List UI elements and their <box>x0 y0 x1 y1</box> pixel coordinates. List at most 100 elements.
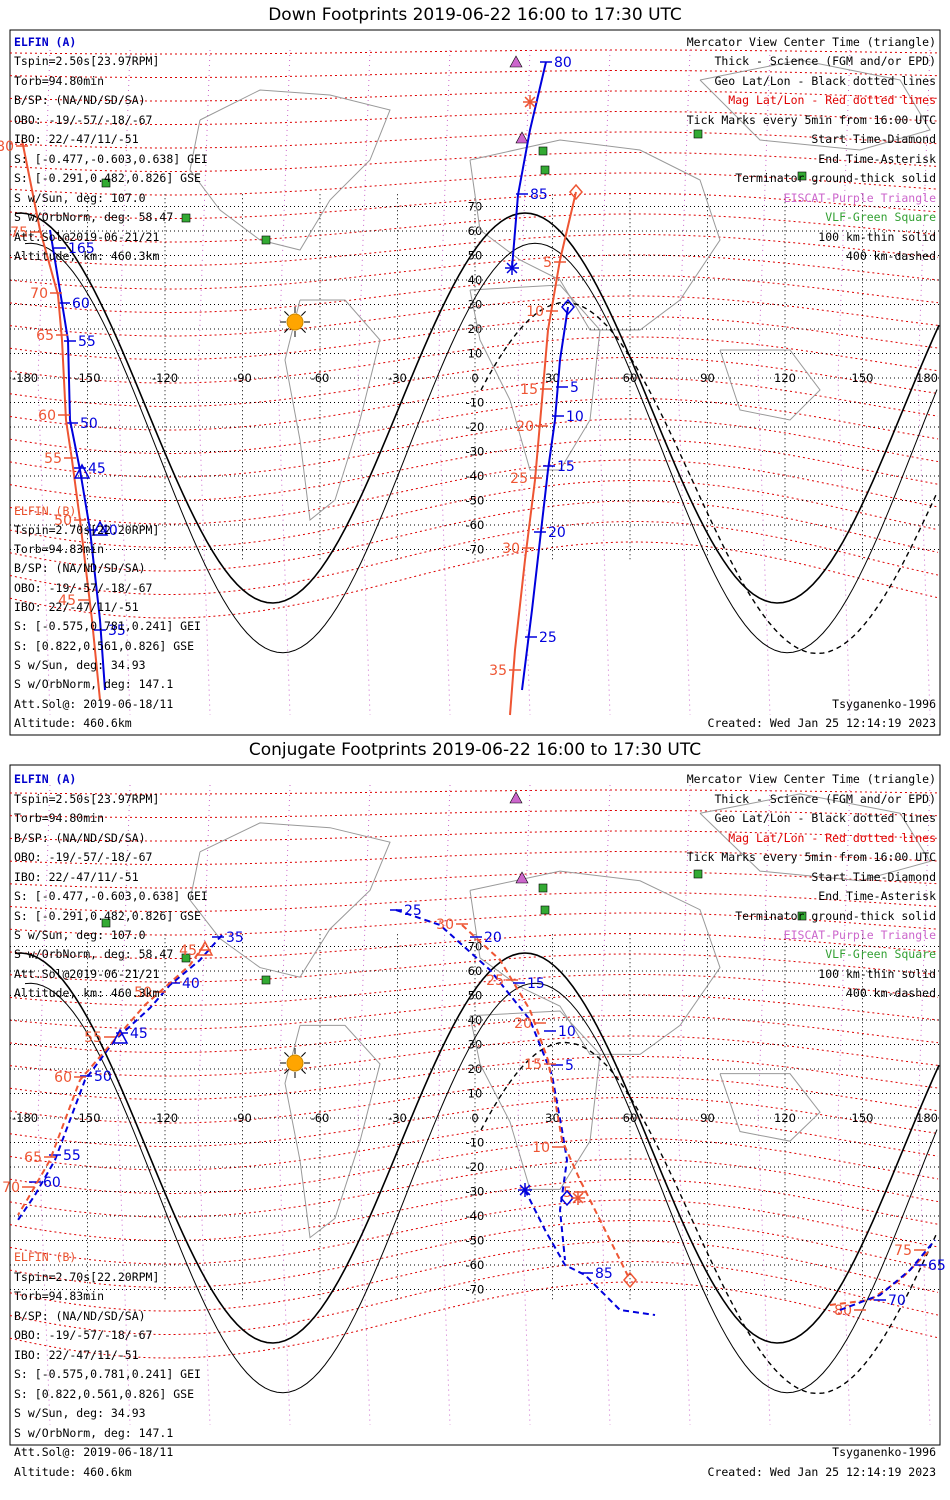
continent-outline <box>699 793 931 882</box>
legend-tick-marks-2: Tick Marks every 5min from 16:00 UTC <box>686 850 936 864</box>
mag-lat-line <box>9 275 939 313</box>
elfin-b-altitude-2: Altitude: 460.6km <box>14 1465 132 1479</box>
mag-lat-line <box>9 131 939 149</box>
end-asterisk-icon <box>524 96 536 108</box>
lat-tick-label: 70 <box>468 200 483 214</box>
vlf-square-icon <box>693 869 703 879</box>
elfin-b-track-east-tick-label: 20 <box>516 419 534 435</box>
mag-lon-line <box>677 784 691 1426</box>
lat-tick-label: -10 <box>466 396 485 410</box>
mag-lat-line <box>9 377 939 431</box>
elfin-a-bsp: B/SP: (NA/ND/SD/SA) <box>14 93 146 107</box>
lon-tick-label: -60 <box>311 1111 330 1125</box>
lon-tick-label: 30 <box>545 371 560 385</box>
end-asterisk-icon <box>519 1184 531 1196</box>
mag-lon-line <box>117 49 131 716</box>
center-time-triangle-icon <box>91 520 109 536</box>
terminator-100km <box>24 982 938 1394</box>
mag-lat-line <box>9 974 939 1006</box>
elfin-b-track-west-tick-label: 60 <box>38 408 56 424</box>
elfin-a-altitude: Altitude, km: 460.3km <box>14 249 160 263</box>
mag-lat-line <box>9 1179 939 1241</box>
legend-mag-grid: Mag Lat/Lon - Red dotted lines <box>728 93 936 107</box>
mag-lon-line <box>837 49 851 716</box>
lon-tick-label: 90 <box>700 371 715 385</box>
mag-lat-line <box>9 439 939 501</box>
elfin-b-altitude: Altitude: 460.6km <box>14 716 132 730</box>
mag-lat-line <box>9 1261 939 1335</box>
legend-mag-grid-2: Mag Lat/Lon - Red dotted lines <box>728 831 936 845</box>
lon-tick-label: -120 <box>152 1111 178 1125</box>
vlf-square-icon <box>797 911 807 921</box>
elfin-b-torb: Torb=94.83min <box>14 542 105 556</box>
elfin-a-conj-track-south <box>524 1189 656 1316</box>
elfin-a-conj-track-east-tick-label: 15 <box>527 976 545 992</box>
elfin-a-conj-track-west-tick-label: 70 <box>888 1293 906 1309</box>
elfin-b-obo: OBO: -19/-57/-18/-67 <box>14 581 153 595</box>
legend-geo-grid: Geo Lat/Lon - Black dotted lines <box>714 74 936 88</box>
terminator-100km <box>24 242 938 654</box>
elfin-a-conj-track-west-tick-label: 65 <box>928 1258 946 1274</box>
mag-lat-line <box>9 1158 939 1218</box>
mag-lat-line <box>9 459 939 525</box>
mag-lat-line <box>9 234 939 266</box>
lat-tick-label: -30 <box>466 1185 485 1199</box>
terminator-ground <box>14 212 940 604</box>
mag-lat-line <box>9 316 939 360</box>
legend-science: Thick - Science (FGM and/or EPD) <box>714 54 936 68</box>
lat-tick-label: 30 <box>468 298 483 312</box>
vlf-square-icon <box>181 213 191 223</box>
lon-tick-label: 120 <box>774 371 796 385</box>
lat-tick-label: -60 <box>466 518 485 532</box>
elfin-b-track-east-tick-label: 5 <box>543 255 552 271</box>
legend-start-time-2: Start Time-Diamond <box>811 870 936 884</box>
sun-ray <box>301 1069 306 1074</box>
mag-lon-line <box>597 49 611 716</box>
center-time-triangle-icon <box>196 940 214 956</box>
continent-outline <box>469 1010 601 1190</box>
legend-terminator: Terminator ground-thick solid <box>735 171 936 185</box>
elfin-a-torb-2: Torb=94.80min <box>14 811 105 825</box>
elfin-b-track-east-tick-label: 25 <box>510 471 528 487</box>
eiscat-triangle-icon <box>515 871 529 884</box>
elfin-a-tspin-2: Tspin=2.50s[23.97RPM] <box>14 792 160 806</box>
elfin-a-orbnorm: S w/OrbNorm, deg: 58.47 <box>14 210 174 224</box>
elfin-a-conj-track-west-tick-label: 35 <box>226 930 244 946</box>
mag-lat-line <box>9 541 939 619</box>
elfin-a-obo: OBO: -19/-57/-18/-67 <box>14 113 153 127</box>
elfin-a-conj-track-west-tick-label: 40 <box>182 976 200 992</box>
elfin-b-gei-2: S: [-0.575,0.781,0.241] GEI <box>14 1367 201 1381</box>
elfin-a-gse: S: [-0.291,0.482,0.826] GSE <box>14 171 201 185</box>
lon-tick-label: 60 <box>623 371 638 385</box>
lon-tick-label: -30 <box>388 371 407 385</box>
lat-tick-label: -20 <box>466 1160 485 1174</box>
mag-lat-line <box>9 295 939 337</box>
vlf-square-icon <box>540 165 550 175</box>
legend-100km: 100 km-thin solid <box>818 230 936 244</box>
elfin-b-conj-track-east-tick-label: 25 <box>486 973 504 989</box>
mag-lon-line <box>677 49 691 716</box>
terminator-400km <box>480 1041 938 1395</box>
start-diamond-icon <box>560 1189 574 1207</box>
elfin-a-track-west-tick-label: 60 <box>72 296 90 312</box>
elfin-b-name: ELFIN (B) <box>14 504 77 518</box>
elfin-a-conj-track-east-tick-label: 20 <box>484 930 502 946</box>
lat-tick-label: -70 <box>466 543 485 557</box>
elfin-a-bsp-2: B/SP: (NA/ND/SD/SA) <box>14 831 146 845</box>
elfin-a-conj-track-south-tick-label: 85 <box>595 1266 613 1282</box>
center-time-triangle-icon <box>111 1028 129 1044</box>
mag-lon-line <box>277 784 291 1426</box>
elfin-b-track-west-tick-label: 80 <box>0 139 14 155</box>
elfin-b-track-east-tick-label: 10 <box>526 304 544 320</box>
mag-lat-line <box>9 521 939 595</box>
vlf-square-icon <box>540 905 550 915</box>
lon-tick-label: -120 <box>152 371 178 385</box>
continent-outline <box>699 59 931 151</box>
start-diamond-icon <box>561 298 575 316</box>
elfin-b-ibo: IBO: 22/-47/11/-51 <box>14 600 139 614</box>
elfin-b-sun-angle-2: S w/Sun, deg: 34.93 <box>14 1406 146 1420</box>
lat-tick-label: -40 <box>466 1209 485 1223</box>
mag-lon-line <box>37 49 51 716</box>
map-panel-down: -180 -150 -120 -90 -60 -30 0 30 60 90 120 150 180 70 6… <box>0 29 941 736</box>
sun-ray <box>301 1052 306 1057</box>
